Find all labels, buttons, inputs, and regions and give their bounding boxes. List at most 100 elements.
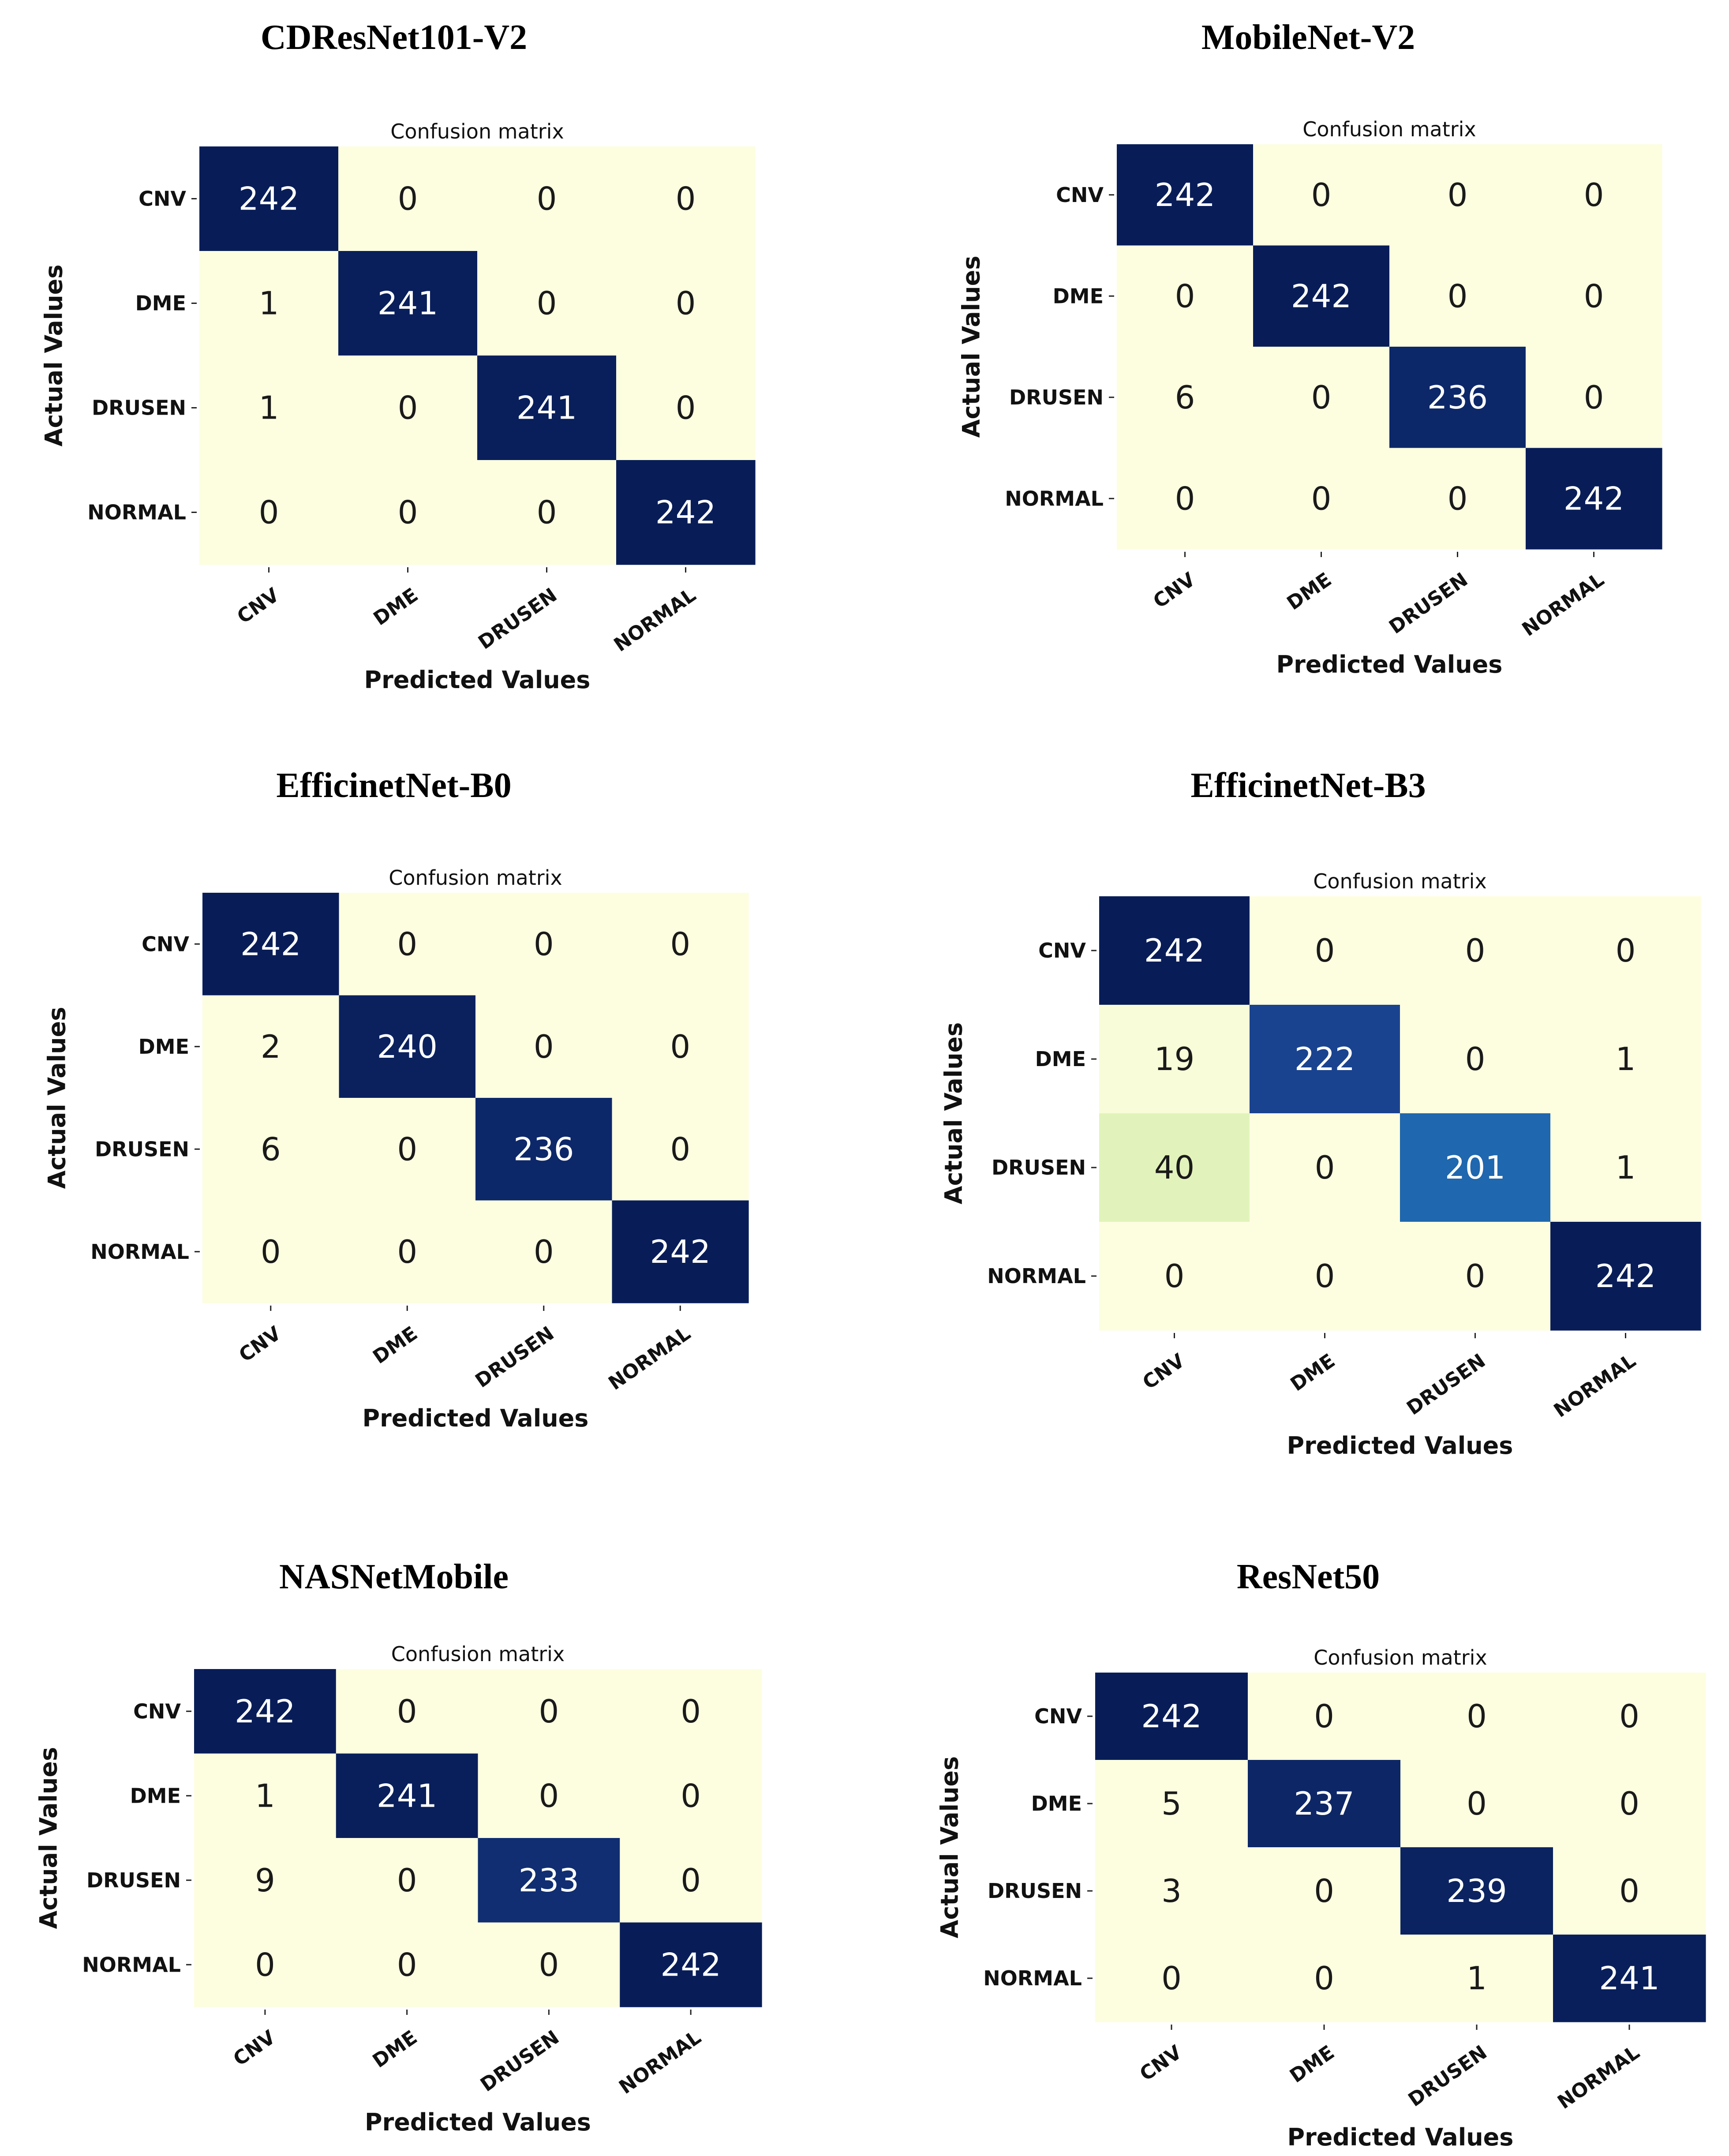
cell-value-label: 0 — [670, 925, 690, 962]
heatmap-cell — [478, 1669, 620, 1754]
cell-value-label: 239 — [1446, 1872, 1507, 1909]
cell-value-label: 1 — [259, 285, 279, 322]
heatmap-cell — [1253, 144, 1390, 246]
heatmap-cell — [478, 1922, 620, 2007]
heatmap-cell — [1400, 1847, 1553, 1935]
heatmap-cell — [478, 1838, 620, 1923]
heatmap-cell — [620, 1669, 762, 1754]
heatmap-cell — [1389, 448, 1526, 550]
cell-value-label: 0 — [261, 1233, 281, 1270]
x-tick-label: DRUSEN — [1404, 2041, 1491, 2111]
cell-value-label: 0 — [397, 1862, 417, 1899]
x-axis-label: Predicted Values — [1287, 1432, 1513, 1460]
cell-value-label: 242 — [240, 925, 301, 962]
cell-value-label: 240 — [377, 1028, 438, 1065]
cell-value-label: 0 — [1448, 176, 1468, 213]
x-tick-label: CNV — [235, 1322, 285, 1366]
heatmap-cell — [1248, 1760, 1401, 1848]
heatmap-cell — [1250, 1222, 1400, 1331]
heatmap-cell — [1095, 1673, 1248, 1760]
x-tick-label: CNV — [1138, 1349, 1189, 1394]
panel-title-efficinetnet-b0: EfficinetNet-B0 — [276, 766, 512, 805]
cell-value-label: 242 — [650, 1233, 711, 1270]
y-tick-label: DRUSEN — [92, 396, 186, 420]
cell-value-label: 0 — [397, 1233, 417, 1270]
heatmap-cell — [616, 460, 756, 565]
cell-value-label: 241 — [1599, 1960, 1659, 1997]
heatmap-cell — [612, 995, 749, 1098]
x-tick-label: DME — [369, 584, 422, 630]
heatmap-cell — [475, 1098, 613, 1201]
y-tick-label: DRUSEN — [1009, 386, 1104, 409]
x-tick-label: CNV — [1149, 568, 1199, 613]
heatmap-cell — [620, 1922, 762, 2007]
heatmap-cell — [338, 356, 478, 460]
heatmap-cell — [1526, 245, 1662, 347]
cell-value-label: 0 — [681, 1862, 701, 1899]
confusion-matrix-panel: Confusion matrix 242 0 0 0 0 242 0 0 6 0 236 0 0 0 0 242… — [958, 117, 1662, 678]
y-axis-label: Actual Values — [936, 1756, 964, 1939]
heatmap-subtitle: Confusion matrix — [391, 1642, 565, 1666]
x-tick-label: DRUSEN — [471, 1322, 558, 1392]
y-tick-label: NORMAL — [82, 1953, 181, 1976]
heatmap-cell — [475, 995, 613, 1098]
y-tick-label: DME — [1035, 1047, 1086, 1071]
heatmap-cell — [1400, 1113, 1551, 1222]
cell-value-label: 236 — [513, 1130, 574, 1168]
heatmap-cell — [194, 1838, 337, 1923]
cell-value-label: 0 — [255, 1946, 275, 1983]
heatmap-cell — [477, 251, 617, 356]
heatmap-cell — [1553, 1760, 1706, 1848]
heatmap-cell — [202, 995, 340, 1098]
x-tick-label: CNV — [229, 2026, 280, 2070]
heatmap-cell — [202, 893, 340, 996]
y-tick-label: NORMAL — [983, 1966, 1082, 1990]
cell-value-label: 0 — [1311, 176, 1332, 213]
cell-value-label: 0 — [1314, 1698, 1334, 1735]
cell-value-label: 0 — [681, 1693, 701, 1730]
y-tick-label: DME — [130, 1784, 181, 1808]
heatmap-cell — [1095, 1935, 1248, 2022]
heatmap-cell — [336, 1838, 479, 1923]
heatmap-cell — [1389, 245, 1526, 347]
heatmap-cell — [620, 1753, 762, 1838]
heatmap-cell — [1117, 245, 1254, 347]
cell-value-label: 0 — [534, 925, 554, 962]
cell-value-label: 241 — [377, 1777, 437, 1814]
cell-value-label: 1 — [1616, 1041, 1636, 1078]
cell-value-label: 242 — [1595, 1258, 1656, 1295]
cell-value-label: 236 — [1427, 379, 1488, 416]
heatmap-cell — [616, 251, 756, 356]
y-tick-label: DME — [138, 1035, 189, 1059]
cell-value-label: 0 — [397, 1946, 417, 1983]
cell-value-label: 242 — [660, 1946, 721, 1983]
x-tick-label: NORMAL — [1553, 2041, 1644, 2114]
cell-value-label: 242 — [1141, 1698, 1201, 1735]
heatmap-cell — [1250, 1005, 1400, 1114]
heatmap-cell — [1099, 1222, 1250, 1331]
cell-value-label: 0 — [1619, 1872, 1639, 1909]
cell-value-label: 0 — [670, 1028, 690, 1065]
cell-value-label: 6 — [261, 1130, 281, 1168]
heatmap-subtitle: Confusion matrix — [1314, 1646, 1487, 1669]
cell-value-label: 0 — [259, 494, 279, 531]
cell-value-label: 241 — [516, 389, 577, 427]
cell-value-label: 0 — [681, 1777, 701, 1814]
cell-value-label: 0 — [670, 1130, 690, 1168]
y-tick-label: CNV — [1038, 939, 1086, 962]
confusion-matrix-panel: Confusion matrix 242 0 0 0 1 241 0 0 1 0 241 0 0 0 0 242… — [40, 120, 756, 694]
cell-value-label: 237 — [1294, 1785, 1354, 1822]
cell-value-label: 0 — [397, 1130, 417, 1168]
y-axis-label: Actual Values — [40, 265, 68, 447]
cell-value-label: 0 — [1314, 1960, 1334, 1997]
cell-value-label: 0 — [397, 925, 417, 962]
cell-value-label: 0 — [1465, 1258, 1486, 1295]
cell-value-label: 201 — [1445, 1149, 1505, 1186]
cell-value-label: 3 — [1161, 1872, 1182, 1909]
heatmap-cell — [1400, 1222, 1551, 1331]
cell-value-label: 0 — [1311, 379, 1332, 416]
cell-value-label: 0 — [537, 494, 557, 531]
heatmap-cell — [1250, 896, 1400, 1005]
heatmap-cell — [1400, 1935, 1553, 2022]
cell-value-label: 242 — [1291, 277, 1351, 314]
